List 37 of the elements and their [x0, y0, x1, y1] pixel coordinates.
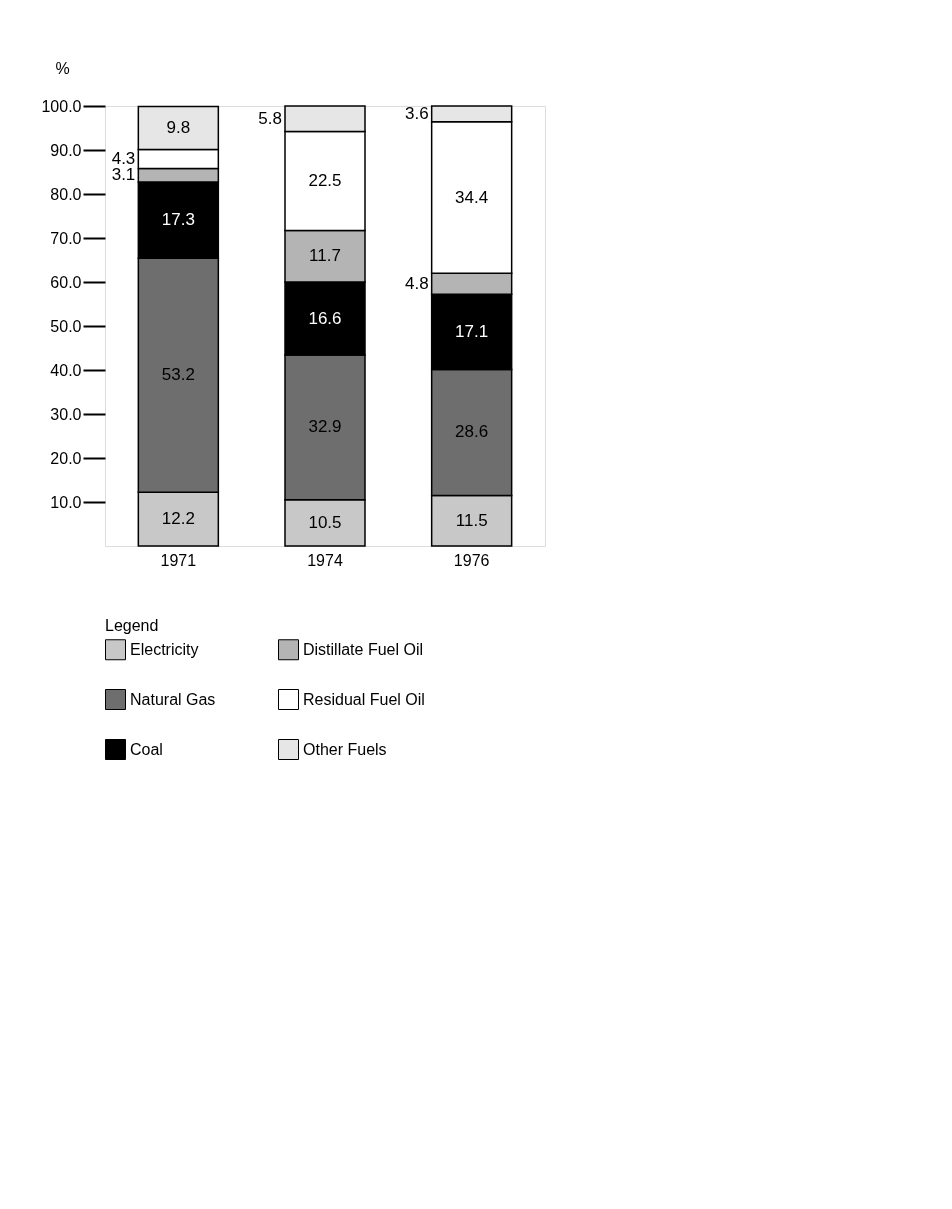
y-tick-label: 20.0 [50, 449, 82, 467]
y-tick-label: 10.0 [50, 493, 82, 511]
y-tick-label: 60.0 [50, 273, 82, 291]
data-label: 17.1 [455, 321, 489, 341]
legend-title: Legend [105, 617, 159, 634]
x-tick-label: 1974 [307, 551, 343, 569]
data-label: 11.7 [309, 246, 341, 266]
data-label: 9.8 [166, 118, 191, 137]
legend-label: Coal [130, 740, 163, 758]
data-label: 3.6 [405, 103, 429, 123]
data-label: 28.6 [455, 422, 489, 442]
y-tick-label: 30.0 [50, 405, 82, 423]
legend-label: Electricity [130, 640, 199, 658]
data-label: 11.5 [455, 510, 488, 530]
y-tick-label: 80.0 [50, 185, 82, 203]
data-label: 34.4 [455, 187, 489, 207]
legend-label: Natural Gas [130, 690, 216, 708]
y-tick-label: 100.0 [41, 97, 82, 115]
y-tick-label: 40.0 [50, 361, 82, 379]
legend-label: Other Fuels [303, 740, 387, 758]
y-axis-title: % [55, 59, 70, 77]
y-tick-label: 50.0 [50, 317, 82, 335]
data-label: 17.3 [161, 210, 195, 230]
data-label: 5.8 [258, 108, 282, 128]
data-label: 16.6 [308, 308, 342, 328]
data-label: 4.8 [405, 273, 429, 293]
y-tick-label: 70.0 [50, 229, 82, 247]
x-tick-label: 1976 [453, 551, 490, 569]
y-tick-label: 90.0 [50, 141, 82, 159]
data-label: 22.5 [308, 171, 342, 191]
data-label: 32.9 [308, 417, 342, 437]
data-label: 12.2 [161, 509, 195, 529]
legend-label: Residual Fuel Oil [303, 690, 425, 708]
legend-label: Distillate Fuel Oil [303, 640, 424, 658]
x-tick-label: 1971 [160, 551, 197, 569]
data-label: 53.2 [161, 365, 195, 385]
data-label: 10.5 [308, 512, 342, 532]
